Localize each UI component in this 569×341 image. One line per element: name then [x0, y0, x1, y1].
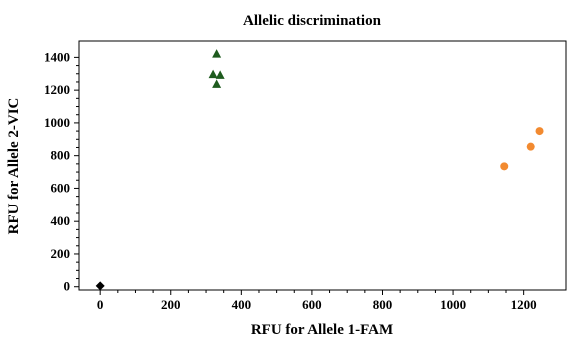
- data-point-triangle: [212, 49, 222, 58]
- y-tick-label: 1000: [44, 115, 70, 130]
- y-tick-label: 0: [64, 279, 71, 294]
- x-tick-label: 200: [161, 297, 181, 312]
- x-tick-label: 1000: [440, 297, 466, 312]
- x-tick-label: 400: [232, 297, 252, 312]
- data-point-circle: [500, 162, 509, 171]
- y-tick-label: 400: [51, 213, 71, 228]
- y-tick-label: 200: [51, 246, 71, 261]
- x-tick-label: 1200: [511, 297, 537, 312]
- x-tick-label: 600: [302, 297, 322, 312]
- y-axis: 0 200 400 600 800 1000 1200 1400: [44, 49, 79, 294]
- y-tick-label: 600: [51, 180, 71, 195]
- data-point-diamond: [95, 281, 105, 291]
- plot-frame: [78, 40, 567, 291]
- data-point-triangle: [212, 79, 222, 88]
- x-axis: 0 200 400 600 800 1000 1200: [97, 290, 537, 312]
- data-point-circle: [535, 127, 544, 136]
- y-tick-label: 1200: [44, 82, 70, 97]
- x-tick-label: 800: [373, 297, 393, 312]
- x-axis-label: RFU for Allele 1-FAM: [251, 322, 393, 338]
- y-tick-label: 800: [51, 148, 71, 163]
- y-tick-label: 1400: [44, 49, 70, 64]
- x-tick-label: 0: [97, 297, 104, 312]
- y-axis-label: RFU for Allele 2-VIC: [6, 98, 22, 235]
- data-points: [95, 49, 544, 291]
- chart-title: Allelic discrimination: [243, 13, 382, 29]
- data-point-triangle: [215, 70, 225, 79]
- data-point-circle: [526, 142, 535, 151]
- data-point-triangle: [208, 69, 218, 79]
